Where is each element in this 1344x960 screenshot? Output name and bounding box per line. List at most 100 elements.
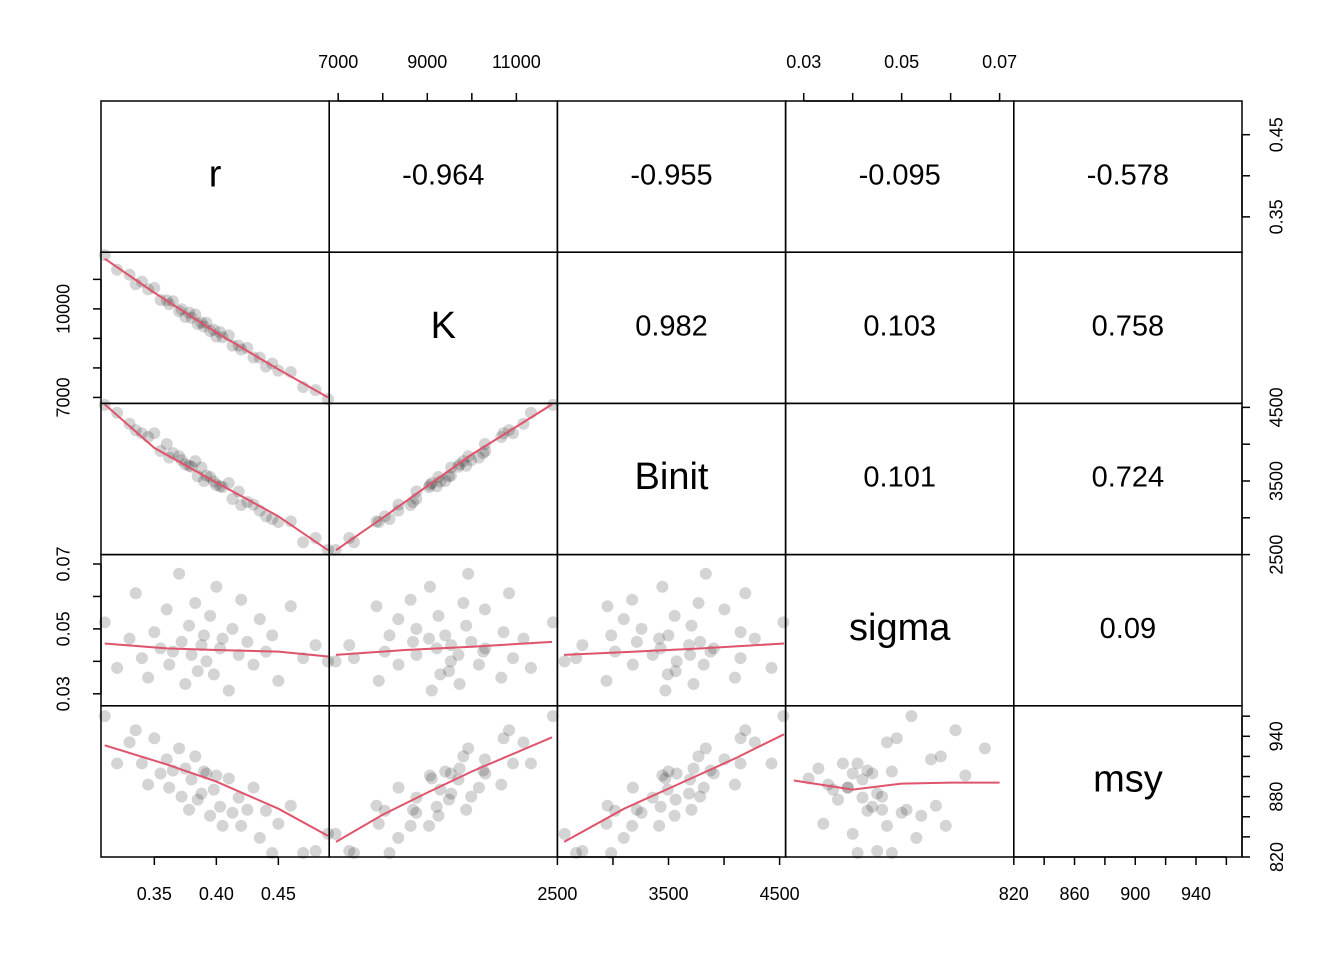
point [895,806,908,819]
point [204,809,217,822]
point [439,629,452,642]
point [669,665,682,678]
point [226,806,239,819]
point [272,817,285,830]
point [425,772,438,785]
scatter-panel [98,567,334,697]
point [183,803,196,816]
point [241,803,254,816]
point [949,724,962,737]
point [846,767,859,780]
point [683,787,696,800]
point [728,671,741,684]
tick-label: 0.35 [137,884,172,904]
scatter-panel [98,398,334,556]
point [329,543,342,556]
point [284,799,297,812]
point [207,668,220,681]
smooth-line [563,733,785,843]
point [472,658,485,671]
point [457,750,470,763]
point [297,536,310,549]
point [189,455,202,468]
point [734,732,747,745]
point [226,492,239,505]
point [272,674,285,687]
point [148,427,161,440]
point [432,809,445,822]
point [392,658,405,671]
point [734,652,747,665]
point [851,757,864,770]
point [135,275,148,288]
variable-label: msy [1093,758,1163,800]
point [861,804,874,817]
variable-label: r [209,154,222,196]
point [163,781,176,794]
tick-label: 0.03 [54,676,74,711]
point [232,485,245,498]
point [503,587,516,600]
point [111,263,124,276]
point [321,827,334,840]
point [129,587,142,600]
scatter-panel [802,710,991,859]
point [439,765,452,778]
point [135,652,148,665]
point [662,629,675,642]
correlation-label: 0.758 [1092,310,1165,342]
point [423,769,436,782]
point [503,724,516,737]
point [910,831,923,844]
point [777,616,790,629]
point [506,652,519,665]
point [197,629,210,642]
point [232,791,245,804]
smooth-line [104,403,329,552]
point [154,293,167,306]
point [123,632,136,645]
point [183,619,196,632]
point [626,593,639,606]
point [160,603,173,616]
point [160,437,173,450]
point [404,499,417,512]
tick-label: 0.07 [982,52,1017,72]
correlation-label: 0.09 [1100,613,1156,645]
point [343,532,356,545]
point [216,632,229,645]
point [617,613,630,626]
point [142,778,155,791]
point [668,609,681,622]
tick-label: 820 [999,884,1029,904]
tick-label: 9000 [407,52,447,72]
point [524,757,537,770]
point [718,603,731,616]
point [309,844,322,857]
point [570,846,583,859]
point [183,306,196,319]
point [272,516,285,529]
point [453,678,466,691]
point [734,626,747,639]
point [694,790,707,803]
point [685,803,698,816]
point [247,658,260,671]
point [506,757,519,770]
tick-label: 0.03 [786,52,821,72]
point [605,846,618,859]
point [478,437,491,450]
point [430,480,443,493]
point [472,781,485,794]
point [135,757,148,770]
smooth-line [335,736,553,843]
point [123,736,136,749]
point [880,736,893,749]
point [465,635,478,648]
point [309,532,322,545]
point [959,769,972,782]
point [479,767,492,780]
point [558,827,571,840]
point [425,684,438,697]
